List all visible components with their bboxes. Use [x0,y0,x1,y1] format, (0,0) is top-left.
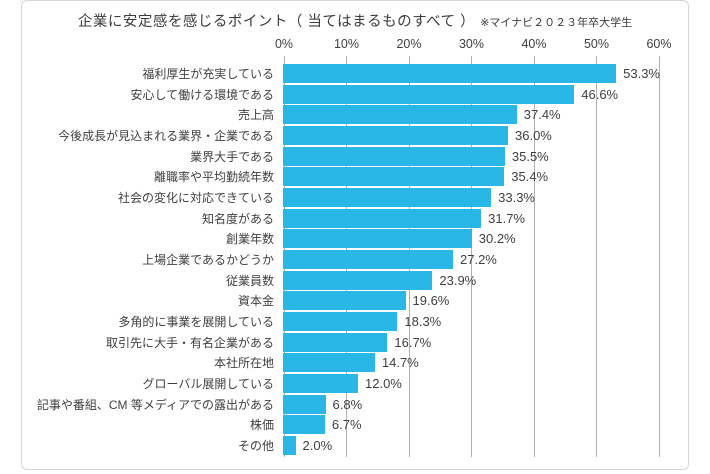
x-axis-tick-label: 10% [333,37,360,51]
bar [283,125,508,145]
category-label: 福利厚生が充実している [142,66,274,81]
bar-row: 記事や番組、CM 等メディアでの露出がある 6.8% [22,394,688,415]
category-label: 株価 [249,418,274,433]
category-label: 業界大手である [190,149,274,164]
gridline [533,56,535,457]
category-label: 取引先に大手・有名企業がある [105,335,274,350]
value-label: 35.4% [511,169,549,185]
bar [283,187,492,207]
value-label: 19.6% [412,293,450,309]
value-label: 53.3% [623,65,660,81]
value-label: 18.3% [404,313,442,329]
bar [283,208,482,228]
category-label: その他 [237,438,274,453]
category-label: 資本金 [237,294,274,309]
x-axis-tick-label: 60% [646,37,672,51]
bar [283,291,406,311]
bar-row: 本社所在地 14.7% [22,352,688,373]
value-label: 16.7% [394,334,432,350]
bar-row: 福利厚生が充実している 53.3% [22,63,688,84]
gridline [471,56,472,457]
x-axis-tick-label: 40% [521,37,547,51]
bar [283,146,505,166]
bar-row: 取引先に大手・有名企業がある 16.7% [22,332,688,353]
bar-row: 業界大手である 35.5% [22,146,688,167]
value-label: 33.3% [498,189,535,205]
x-axis-tick-label: 0% [274,37,294,51]
category-label: 安心して働ける環境である [130,87,274,102]
category-label: 離職率や平均勤続年数 [153,170,274,185]
bar-row: 今後成長が見込まれる業界・企業である 36.0% [22,125,688,146]
value-label: 6.7% [331,417,362,433]
chart-title: 企業に安定感を感じるポイント（ 当てはまるものすべて ） [77,14,476,30]
bar [283,311,398,331]
bar [283,167,505,187]
category-label: 社会の変化に対応できている [117,190,274,205]
bar [283,63,617,83]
bar-rows: 福利厚生が充実している 53.3% 安心して働ける環境である 46.6% 売上高 37.4… [22,63,688,456]
category-label: グローバル展開している [142,376,274,391]
value-label: 14.7% [381,355,419,371]
category-label: 知名度がある [201,211,274,226]
bar [283,332,388,352]
value-label: 37.4% [523,107,561,123]
x-axis-tick-label: 20% [396,37,422,51]
bar [283,415,325,435]
value-label: 31.7% [488,210,525,226]
bar-row: 売上高 37.4% [22,104,688,125]
bar [283,105,517,125]
value-label: 12.0% [365,375,402,391]
value-label: 30.2% [478,231,516,247]
value-label: 23.9% [439,272,477,288]
bar [283,229,472,249]
category-label: 創業年数 [225,232,274,247]
category-label: 記事や番組、CM 等メディアでの露出がある [36,397,274,412]
category-label: 従業員数 [225,273,274,288]
bar [283,270,433,290]
x-axis-tick-label: 30% [458,37,485,51]
bar-row: 資本金 19.6% [22,290,688,311]
bar-row: 離職率や平均勤続年数 35.4% [22,166,688,187]
x-axis-tick-label: 50% [583,37,610,51]
chart-source-note: ※マイナビ２０２３年卒大学生 [480,17,633,29]
category-label: 多角的に事業を展開している [118,314,274,329]
bar-row: 社会の変化に対応できている 33.3% [22,187,688,208]
gridline [658,56,660,457]
gridline [596,56,597,457]
chart-header: 企業に安定感を感じるポイント（ 当てはまるものすべて ） ※マイナビ２０２３年卒大… [22,10,688,31]
category-label: 売上高 [237,108,274,123]
chart-frame: 企業に安定感を感じるポイント（ 当てはまるものすべて ） ※マイナビ２０２３年卒大… [21,0,689,470]
bar [283,435,296,455]
bar-row: 株価 6.7% [22,414,688,435]
value-label: 46.6% [581,86,619,102]
value-label: 36.0% [515,127,552,143]
bar [283,373,358,393]
bar-row: 知名度がある 31.7% [22,208,688,229]
bar-row: 安心して働ける環境である 46.6% [22,84,688,105]
bar-row: 創業年数 30.2% [22,228,688,249]
bar [283,394,326,414]
category-label: 本社所在地 [213,356,274,371]
value-label: 6.8% [332,396,363,412]
bar-row: グローバル展開している 12.0% [22,373,688,394]
bar [283,249,453,269]
bar-row: 多角的に事業を展開している 18.3% [22,311,688,332]
category-label: 今後成長が見込まれる業界・企業である [58,128,274,143]
value-label: 2.0% [302,437,333,453]
bar-row: 従業員数 23.9% [22,270,688,291]
bar [283,353,375,373]
bar-row: 上場企業であるかどうか 27.2% [22,249,688,270]
bar [283,84,575,104]
value-label: 35.5% [511,148,549,164]
category-label: 上場企業であるかどうか [142,252,274,267]
value-label: 27.2% [460,251,497,267]
x-axis: 0% 10% 20% 30% 40% 50% 60% [22,37,688,53]
bar-row: その他 2.0% [22,435,688,456]
